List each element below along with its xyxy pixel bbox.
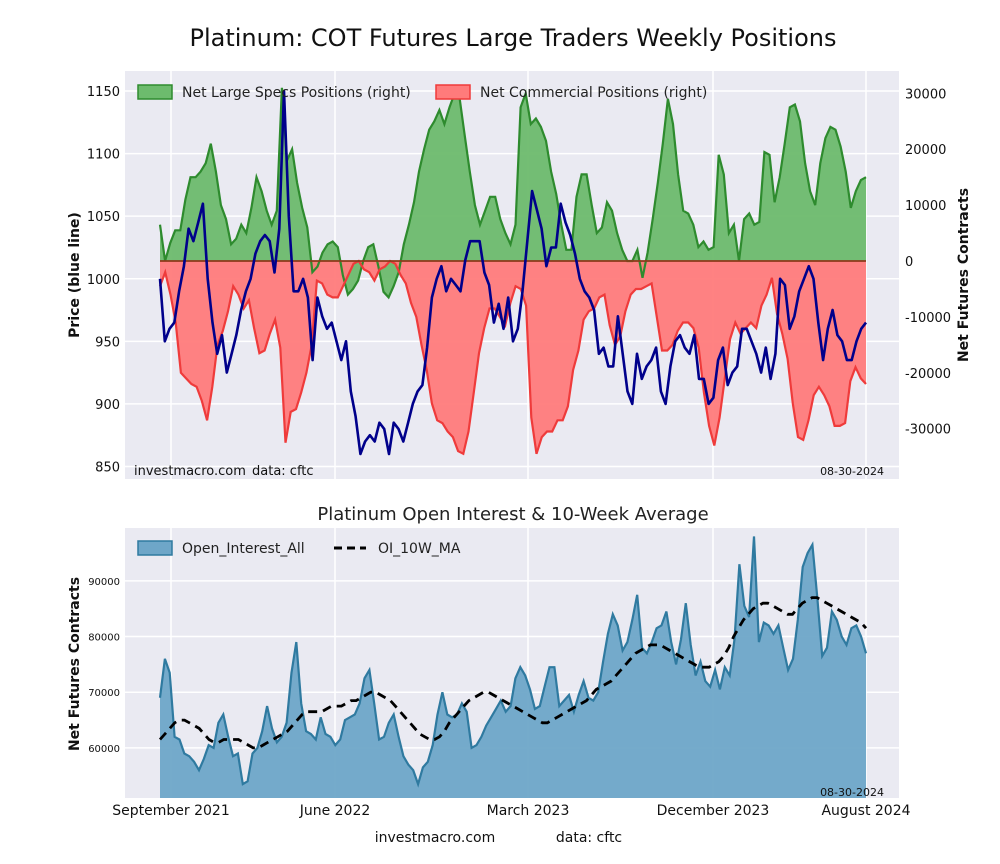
x-tick-label: September 2021 — [112, 803, 229, 819]
right-tick-label: 30000 — [905, 87, 946, 102]
footer-data-source: data: cftc — [556, 830, 622, 846]
top-right-axis-label: Net Futures Contracts — [956, 188, 972, 362]
legend-swatch-commercial — [435, 84, 471, 100]
left-tick-label: 850 — [95, 460, 120, 475]
footer-watermark: investmacro.com — [375, 830, 495, 846]
bottom-tick-label: 60000 — [88, 744, 120, 755]
commercial-area — [160, 261, 866, 454]
legend-label-ma: OI_10W_MA — [378, 541, 461, 557]
right-tick-label: -30000 — [905, 423, 951, 438]
bottom-areas — [158, 536, 868, 798]
left-tick-label: 900 — [95, 398, 120, 413]
left-tick-label: 1000 — [87, 273, 120, 288]
top-left-axis-ticks: 850 900 950 1000 1050 1100 1150 — [87, 85, 120, 475]
top-lines — [158, 89, 868, 456]
bottom-tick-label: 90000 — [88, 577, 120, 588]
left-tick-label: 950 — [95, 335, 120, 350]
price-line — [158, 89, 868, 456]
commercial-line — [158, 259, 867, 456]
bottom-tick-label: 80000 — [88, 633, 120, 644]
open-interest-area — [160, 536, 866, 798]
bottom-chart: 60000 70000 80000 90000 September 2021 June … — [67, 528, 911, 819]
top-left-axis-label: Price (blue line) — [67, 212, 83, 338]
top-data-source: data: cftc — [252, 464, 314, 479]
legend-swatch-specs — [137, 84, 173, 100]
x-tick-label: June 2022 — [299, 803, 371, 819]
bottom-axis-ticks: 60000 70000 80000 90000 — [88, 577, 120, 755]
top-date-stamp: 08-30-2024 — [820, 465, 884, 478]
x-tick-label: March 2023 — [487, 803, 570, 819]
x-tick-label: August 2024 — [821, 803, 910, 819]
right-tick-label: 10000 — [905, 199, 946, 214]
x-axis-ticks: September 2021 June 2022 March 2023 Decembe… — [112, 803, 910, 819]
left-tick-label: 1100 — [87, 148, 120, 163]
right-tick-label: -20000 — [905, 367, 951, 382]
left-tick-label: 1150 — [87, 85, 120, 100]
top-right-axis-ticks: -30000 -20000 -10000 0 10000 20000 30000 — [905, 87, 951, 437]
specs-area — [160, 87, 866, 298]
right-tick-label: 20000 — [905, 143, 946, 158]
top-watermark: investmacro.com — [134, 464, 246, 479]
bottom-axis-label: Net Futures Contracts — [67, 577, 83, 751]
left-tick-label: 1050 — [87, 210, 120, 225]
legend-label-commercial: Net Commercial Positions (right) — [480, 85, 707, 101]
legend-label-specs: Net Large Specs Positions (right) — [182, 85, 411, 101]
top-chart: 850 900 950 1000 1050 1100 1150 -30000 -20000 -1… — [67, 71, 972, 479]
bottom-date-stamp: 08-30-2024 — [820, 786, 884, 799]
bottom-tick-label: 70000 — [88, 688, 120, 699]
right-tick-label: 0 — [905, 255, 913, 270]
specs-line — [158, 87, 867, 300]
ma-line — [158, 596, 868, 750]
figure-title: Platinum: COT Futures Large Traders Week… — [189, 24, 836, 52]
top-legend: Net Large Specs Positions (right) Net Co… — [137, 84, 707, 101]
bottom-chart-title: Platinum Open Interest & 10-Week Average — [317, 504, 708, 525]
bottom-legend: Open_Interest_All OI_10W_MA — [137, 540, 461, 557]
legend-swatch-open-interest — [137, 540, 173, 556]
right-tick-label: -10000 — [905, 311, 951, 326]
x-tick-label: December 2023 — [657, 803, 770, 819]
open-interest-line — [158, 536, 868, 788]
legend-label-open-interest: Open_Interest_All — [182, 541, 305, 557]
top-areas — [158, 87, 867, 456]
